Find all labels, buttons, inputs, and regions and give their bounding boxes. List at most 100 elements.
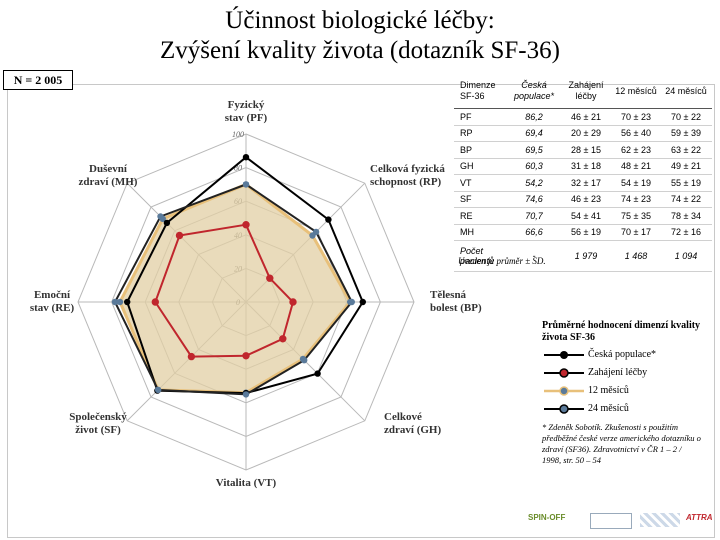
table-cell: 69,4 xyxy=(525,128,543,139)
dots-logo xyxy=(640,513,680,527)
table-cell: 60,3 xyxy=(525,161,543,172)
axis-label: Celková fyzická xyxy=(370,163,445,175)
table-header-row: Dimenze SF-36 Česká populace* Zahájení l… xyxy=(454,74,712,109)
reference-footnote: * Zdeněk Sobotík. Zkušenosti s použitím … xyxy=(542,422,701,465)
attra-logo: ATTRA xyxy=(686,513,713,522)
table-cell: RE xyxy=(460,210,473,221)
table-cell: 1 468 xyxy=(624,251,648,261)
sf36-table: Dimenze SF-36 Česká populace* Zahájení l… xyxy=(454,74,712,272)
table-row: RP 69,4 20 ± 29 56 ± 40 59 ± 39 xyxy=(454,126,712,142)
axis-label: zdraví (GH) xyxy=(384,424,441,436)
table-cell: 32 ± 17 xyxy=(571,177,601,188)
data-point xyxy=(359,298,366,306)
legend-label: 12 měsíců xyxy=(588,385,629,396)
table-cell: 55 ± 19 xyxy=(671,177,701,188)
spin-off-logo: SPIN-OFF xyxy=(528,513,566,522)
table-row: BP 69,5 28 ± 15 62 ± 23 63 ± 22 xyxy=(454,142,712,159)
data-point xyxy=(242,154,250,161)
data-point xyxy=(348,298,355,306)
legend-label: 24 měsíců xyxy=(588,403,629,414)
table-cell: 28 ± 15 xyxy=(571,144,601,155)
data-point xyxy=(242,352,250,360)
data-point xyxy=(289,298,297,306)
data-point xyxy=(111,298,119,306)
table-cell: 63 ± 22 xyxy=(671,144,701,155)
legend-swatch xyxy=(544,386,584,396)
legend-swatch xyxy=(544,351,584,359)
axis-label: Emoční xyxy=(34,289,71,301)
table-cell: MH xyxy=(460,227,474,238)
table-cell: 70 ± 22 xyxy=(671,111,701,122)
series-line xyxy=(118,182,353,395)
footer-logos: SPIN-OFF ATTRA xyxy=(520,510,714,534)
legend-swatch xyxy=(544,368,584,378)
legend-label: Zahájení léčby xyxy=(588,367,648,378)
data-point xyxy=(157,213,164,220)
data-point xyxy=(312,228,320,236)
axis-label: Vitalita (VT) xyxy=(216,477,277,489)
axis-label: zdraví (MH) xyxy=(79,176,138,188)
legend-label: Česká populace* xyxy=(588,349,657,360)
table-cell: VT xyxy=(460,177,472,188)
table-row: SF 74,6 46 ± 23 74 ± 23 74 ± 22 xyxy=(454,192,712,208)
axis-label: Fyzický xyxy=(228,99,265,111)
table-cell: 66,6 xyxy=(525,227,543,238)
table-row: MH 66,6 56 ± 19 70 ± 17 72 ± 16 xyxy=(454,225,712,241)
table-cell: 74,6 xyxy=(525,194,543,205)
data-point xyxy=(242,391,250,398)
table-cell: 1 979 xyxy=(574,251,598,261)
data-point xyxy=(242,181,250,188)
legend-item-24-months: 24 měsíců xyxy=(542,402,708,416)
data-point xyxy=(279,335,287,343)
legend: Průměrné hodnocení dimenzí kvality život… xyxy=(538,318,708,486)
table-cell: 75 ± 35 xyxy=(621,210,651,221)
table-row-patient-count: Počet pacientů - 1 979 1 468 1 094 xyxy=(454,241,712,272)
axis-label: Tělesná xyxy=(430,289,467,301)
table-cell: RP xyxy=(460,128,473,139)
table-cell: 31 ± 18 xyxy=(571,161,601,172)
table-row: RE 70,7 54 ± 41 75 ± 35 78 ± 34 xyxy=(454,208,712,225)
data-point xyxy=(301,357,308,364)
data-point xyxy=(154,386,162,394)
table-cell: 56 ± 19 xyxy=(571,227,601,238)
data-point xyxy=(116,298,124,306)
axis-label: Duševní xyxy=(89,163,128,175)
table-cell: 56 ± 40 xyxy=(621,128,651,139)
data-point xyxy=(242,221,250,229)
title-line-1: Účinnost biologické léčby: xyxy=(225,7,495,34)
table-row: PF 86,2 46 ± 21 70 ± 23 70 ± 22 xyxy=(454,109,712,126)
table-row: GH 60,3 31 ± 18 48 ± 21 49 ± 21 xyxy=(454,159,712,175)
axis-label: Celkové xyxy=(384,411,422,423)
legend-item-12-months: 12 měsíců xyxy=(542,384,708,398)
header-treatment-start: Zahájení léčby xyxy=(568,80,604,101)
table-cell: 48 ± 21 xyxy=(621,161,651,172)
table-cell: 69,5 xyxy=(525,144,543,155)
axis-label: stav (RE) xyxy=(30,302,75,314)
data-point xyxy=(187,352,196,361)
table-cell: 49 ± 21 xyxy=(671,161,701,172)
table-cell: 72 ± 16 xyxy=(671,227,701,238)
header-24-months: 24 měsíců xyxy=(665,86,707,96)
data-point xyxy=(124,298,131,306)
table-note: Uveden je průměr ± SD. xyxy=(458,256,546,266)
header-12-months: 12 měsíců xyxy=(615,86,657,96)
axis-label: Společenský xyxy=(69,411,127,423)
institution-logo xyxy=(590,513,632,529)
data-point xyxy=(266,274,274,282)
axis-label: bolest (BP) xyxy=(430,302,482,314)
data-point xyxy=(175,231,184,240)
table-cell: 1 094 xyxy=(674,251,698,261)
axis-label: stav (PF) xyxy=(225,112,268,124)
table-cell: 46 ± 23 xyxy=(571,194,601,205)
table-body: PF 86,2 46 ± 21 70 ± 23 70 ± 22 RP 69,4 20 ± 29… xyxy=(454,109,712,241)
header-czech-population: Česká populace* xyxy=(513,80,555,101)
data-point xyxy=(314,370,321,377)
legend-item-czech-population: Česká populace* xyxy=(542,348,708,362)
table-cell: 70 ± 17 xyxy=(621,227,651,238)
data-point xyxy=(151,298,160,306)
table-cell: 54 ± 19 xyxy=(621,177,651,188)
table-row: VT 54,2 32 ± 17 54 ± 19 55 ± 19 xyxy=(454,175,712,192)
title-line-2: Zvýšení kvality života (dotazník SF-36) xyxy=(160,37,560,64)
table-cell: 78 ± 34 xyxy=(671,210,701,221)
